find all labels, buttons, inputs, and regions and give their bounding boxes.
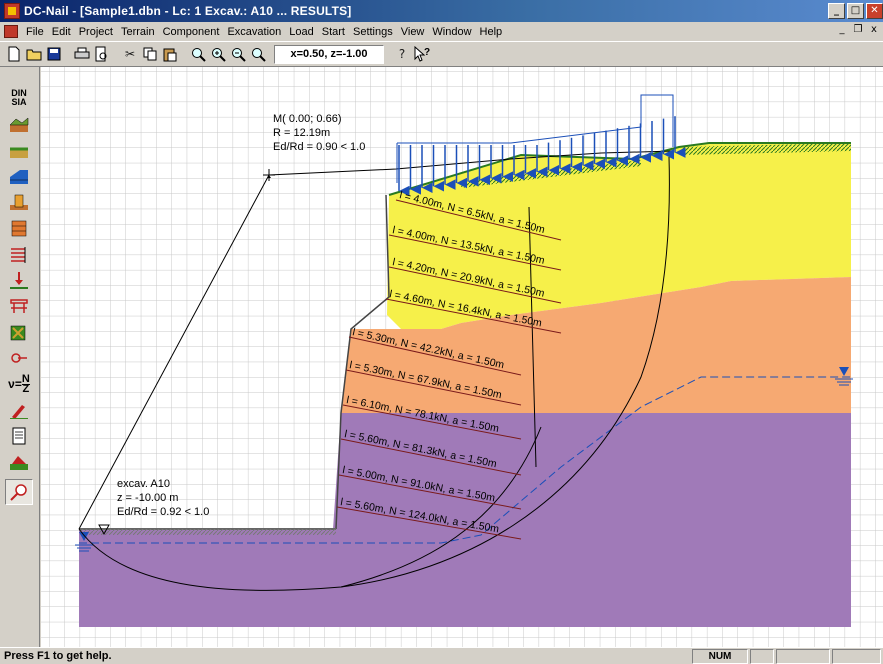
- help-icon[interactable]: ?: [392, 44, 412, 64]
- menu-settings[interactable]: Settings: [349, 26, 397, 38]
- print-icon[interactable]: [72, 44, 92, 64]
- dc-nail-app-icon[interactable]: [4, 3, 20, 19]
- sia-label: SIA: [11, 98, 27, 107]
- soil-layers-tool[interactable]: [5, 111, 33, 137]
- save-icon[interactable]: [44, 44, 64, 64]
- title-bar[interactable]: DC-Nail - [Sample1.dbn - Lc: 1 Excav.: A…: [0, 0, 883, 22]
- layer-component-tool[interactable]: [5, 215, 33, 241]
- new-file-icon[interactable]: [4, 44, 24, 64]
- top-result-ed: Ed/Rd = 0.90 < 1.0: [273, 141, 365, 153]
- slip-circle-tool[interactable]: [5, 345, 33, 371]
- stability-results-tool[interactable]: [5, 449, 33, 475]
- drawing-canvas[interactable]: l = 4.00m, N = 6.5kN, a = 1.50m l = 4.00m…: [41, 67, 883, 647]
- mdi-restore-button[interactable]: ❐: [851, 24, 865, 38]
- zoom-in-icon[interactable]: [208, 44, 228, 64]
- open-folder-icon[interactable]: [24, 44, 44, 64]
- nz-prefix-icon: ν=: [8, 380, 22, 389]
- left-tool-palette: DIN SIA: [0, 67, 40, 647]
- mdi-minimize-button[interactable]: _: [835, 24, 849, 38]
- magnify-result-tool[interactable]: [5, 479, 33, 505]
- maximize-button[interactable]: □: [847, 3, 864, 19]
- menu-component[interactable]: Component: [159, 26, 224, 38]
- context-help-icon[interactable]: ?: [412, 44, 432, 64]
- edit-pen-tool[interactable]: [5, 397, 33, 423]
- zoom-out-icon[interactable]: [228, 44, 248, 64]
- groundwater-tool[interactable]: [5, 163, 33, 189]
- main-toolbar: ✂ x=0.50, z=-1.00 ? ?: [0, 41, 883, 67]
- din-sia-code-button[interactable]: DIN SIA: [5, 85, 33, 111]
- coordinate-display: x=0.50, z=-1.00: [274, 45, 384, 64]
- close-button[interactable]: ✕: [866, 3, 883, 19]
- terrain-tool[interactable]: [5, 137, 33, 163]
- menu-load[interactable]: Load: [285, 26, 317, 38]
- menu-project[interactable]: Project: [75, 26, 117, 38]
- menu-terrain[interactable]: Terrain: [117, 26, 159, 38]
- zoom-icon[interactable]: [188, 44, 208, 64]
- status-pane-2: [750, 649, 774, 664]
- status-num-indicator: NUM: [692, 649, 748, 664]
- menu-edit[interactable]: Edit: [48, 26, 75, 38]
- excavation-tool[interactable]: [5, 293, 33, 319]
- window-title: DC-Nail - [Sample1.dbn - Lc: 1 Excav.: A…: [24, 4, 352, 18]
- anchor-load-tool[interactable]: [5, 267, 33, 293]
- bottom-result-ed: Ed/Rd = 0.92 < 1.0: [117, 506, 209, 518]
- bottom-result-z: z = -10.00 m: [117, 492, 178, 504]
- bottom-result-excav: excav. A10: [117, 478, 170, 490]
- document-icon[interactable]: [4, 25, 18, 38]
- top-result-m: M( 0.00; 0.66): [273, 113, 341, 125]
- status-pane-4: [832, 649, 881, 664]
- menu-window[interactable]: Window: [428, 26, 475, 38]
- menu-start[interactable]: Start: [318, 26, 349, 38]
- menu-file[interactable]: File: [22, 26, 48, 38]
- zoom-fit-icon[interactable]: [248, 44, 268, 64]
- load-tool[interactable]: [5, 319, 33, 345]
- menu-excavation[interactable]: Excavation: [223, 26, 285, 38]
- mdi-close-button[interactable]: x: [867, 24, 881, 38]
- nz-label-z: Z: [22, 384, 30, 394]
- status-bar: Press F1 to get help. NUM: [0, 647, 883, 664]
- svg-text:?: ?: [424, 47, 430, 58]
- excavation-base-hatch: [81, 529, 336, 535]
- top-result-r: R = 12.19m: [273, 127, 330, 139]
- nail-component-tool[interactable]: [5, 241, 33, 267]
- status-pane-3: [776, 649, 830, 664]
- paste-icon[interactable]: [160, 44, 180, 64]
- wall-component-tool[interactable]: [5, 189, 33, 215]
- minimize-button[interactable]: _: [828, 3, 845, 19]
- copy-icon[interactable]: [140, 44, 160, 64]
- print-preview-icon[interactable]: [92, 44, 112, 64]
- cut-icon[interactable]: ✂: [120, 44, 140, 64]
- menu-bar: File Edit Project Terrain Component Exca…: [0, 22, 883, 41]
- status-help-text: Press F1 to get help.: [4, 650, 112, 662]
- menu-help[interactable]: Help: [476, 26, 507, 38]
- report-document-tool[interactable]: [5, 423, 33, 449]
- menu-view[interactable]: View: [397, 26, 429, 38]
